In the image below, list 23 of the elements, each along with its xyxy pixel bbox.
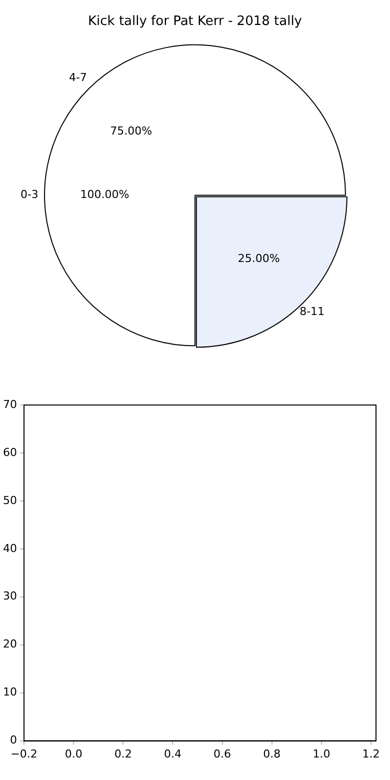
x-tick-label: 0.6 bbox=[214, 747, 232, 760]
y-tick-label: 10 bbox=[2, 686, 17, 699]
y-tick-label: 0 bbox=[10, 734, 17, 747]
data-label: 25.00% bbox=[238, 252, 280, 266]
x-tick-label: 1.0 bbox=[312, 747, 330, 760]
slice-label: 4-7 bbox=[68, 71, 87, 84]
y-tick-label: 40 bbox=[2, 542, 17, 555]
x-tick-label: 1.2 bbox=[362, 747, 380, 760]
y-tick-label: 30 bbox=[2, 590, 17, 603]
slice-label: 8-11 bbox=[300, 305, 325, 318]
x-tick-label: 0.8 bbox=[263, 747, 281, 760]
x-tick-label: 0.0 bbox=[64, 747, 82, 760]
x-tick-label: 0.4 bbox=[164, 747, 182, 760]
x-tick-label: −0.2 bbox=[10, 747, 38, 760]
chart-title: Kick tally for Pat Kerr - 2018 tally bbox=[88, 14, 302, 30]
y-tick-label: 70 bbox=[2, 398, 17, 411]
x-tick-label: 0.2 bbox=[114, 747, 132, 760]
text: 100.00% bbox=[80, 188, 130, 202]
text: 0-3 bbox=[20, 188, 38, 202]
y-tick-label: 20 bbox=[2, 638, 17, 651]
y-tick-label: 60 bbox=[2, 446, 17, 459]
y-tick-label: 50 bbox=[2, 494, 17, 507]
data-label: 75.00% bbox=[110, 124, 152, 138]
